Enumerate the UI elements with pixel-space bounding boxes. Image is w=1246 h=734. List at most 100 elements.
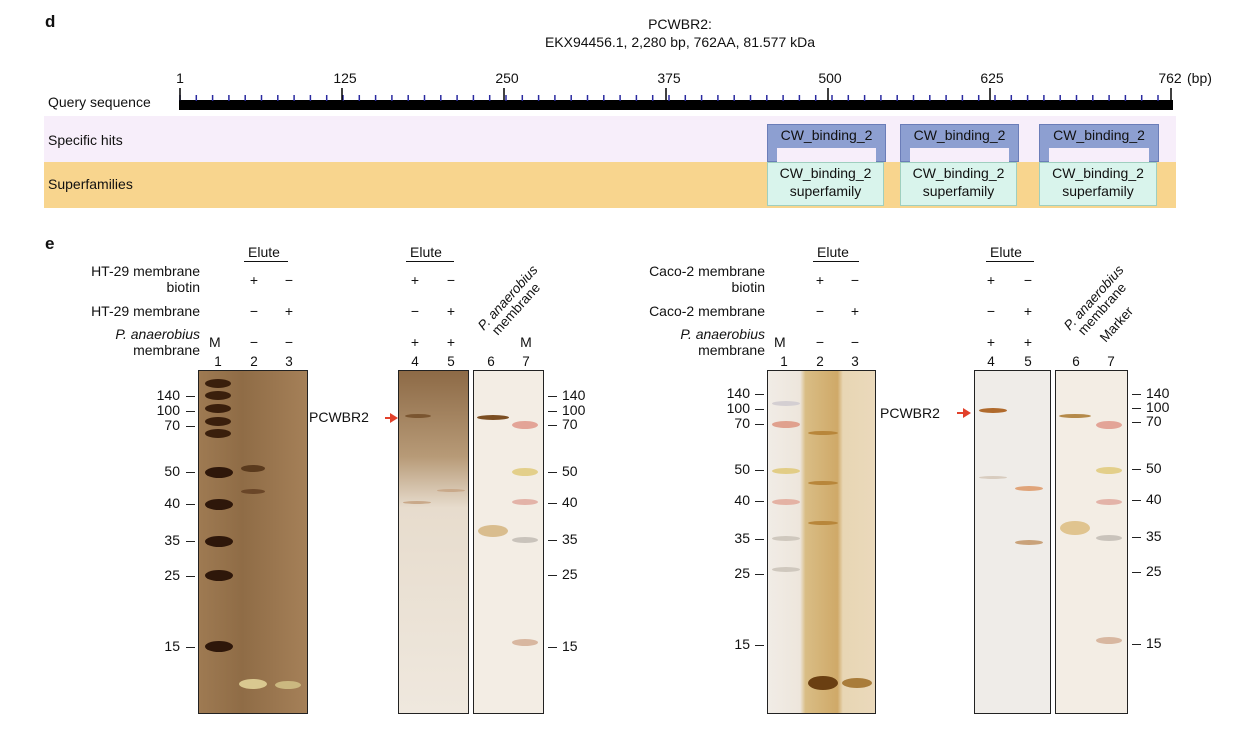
mw-r1-35: 35 bbox=[562, 531, 578, 547]
mw-r2-100: 100 bbox=[1146, 399, 1170, 415]
mw-r1-70: 70 bbox=[562, 416, 578, 432]
sign-r4-r3: + bbox=[986, 334, 996, 350]
sign-l3-r2: + bbox=[284, 303, 294, 319]
mw-l-100: 100 bbox=[156, 402, 180, 418]
pcwbr2-arrow-right bbox=[957, 412, 965, 414]
mw-r2-50: 50 bbox=[1146, 460, 1162, 476]
sign-r4-r1: + bbox=[986, 272, 996, 288]
lane-num-r6: 6 bbox=[1072, 354, 1080, 369]
sign-l2-r3: − bbox=[249, 334, 259, 350]
sign-l2-r2: − bbox=[249, 303, 259, 319]
mw-r1-50: 50 bbox=[562, 463, 578, 479]
ht29-biotin-label-1: HT-29 membrane bbox=[91, 263, 200, 279]
sign-r5-r3: + bbox=[1023, 334, 1033, 350]
mw-r2-140: 140 bbox=[1146, 385, 1170, 401]
sign-r2-r3: − bbox=[815, 334, 825, 350]
pcwbr2-label-right: PCWBR2 bbox=[880, 405, 940, 421]
elute-label-3: Elute bbox=[817, 244, 849, 260]
superfamily-2-line2: superfamily bbox=[922, 183, 995, 199]
ht29-panaerobius-label-2: membrane bbox=[133, 342, 200, 358]
lane-num-l6: 6 bbox=[487, 354, 495, 369]
ruler-label-1: 1 bbox=[176, 70, 184, 86]
superfamily-1-line1: CW_binding_2 bbox=[779, 165, 872, 181]
query-sequence-label: Query sequence bbox=[48, 94, 151, 110]
mw-r2-25: 25 bbox=[1146, 563, 1162, 579]
elute-underline-2 bbox=[406, 261, 454, 262]
superfamily-3: CW_binding_2 superfamily bbox=[1039, 162, 1157, 206]
ruler-ticks bbox=[179, 88, 1172, 101]
sign-l2-r1: + bbox=[249, 272, 259, 288]
mw-r1-15: 15 bbox=[562, 638, 578, 654]
sign-r3-r2: + bbox=[850, 303, 860, 319]
ruler-label-125: 125 bbox=[333, 70, 357, 86]
lane-num-l2: 2 bbox=[250, 354, 258, 369]
gel-caco2-lanes-4-5 bbox=[974, 370, 1051, 714]
pcwbr2-arrow-left bbox=[385, 417, 391, 419]
sign-r2-r1: + bbox=[815, 272, 825, 288]
caco2-biotin-label-2: biotin bbox=[731, 279, 765, 295]
sign-r3-r3: − bbox=[850, 334, 860, 350]
sign-l4-r3: + bbox=[410, 334, 420, 350]
sign-l4-r1: + bbox=[410, 272, 420, 288]
superfamily-3-line2: superfamily bbox=[1062, 183, 1134, 199]
ruler-label-250: 250 bbox=[495, 70, 519, 86]
superfamily-3-line1: CW_binding_2 bbox=[1052, 165, 1144, 181]
mw-l-40: 40 bbox=[164, 495, 180, 511]
mw-l2-35: 35 bbox=[734, 530, 750, 546]
specific-hit-3-label: CW_binding_2 bbox=[1053, 127, 1145, 143]
specific-hit-1: CW_binding_2 bbox=[767, 124, 886, 162]
specific-hit-3: CW_binding_2 bbox=[1039, 124, 1159, 162]
ruler-label-762: 762 bbox=[1158, 70, 1182, 86]
lane-num-l3: 3 bbox=[285, 354, 293, 369]
ht29-panaerobius-label-1: P. anaerobius bbox=[115, 326, 200, 342]
specific-hits-label: Specific hits bbox=[48, 132, 123, 148]
lane-num-l1: 1 bbox=[214, 354, 222, 369]
caco2-biotin-label-1: Caco-2 membrane bbox=[649, 263, 765, 279]
specific-hit-2: CW_binding_2 bbox=[900, 124, 1019, 162]
mw-l2-50: 50 bbox=[734, 461, 750, 477]
gel-ht29-lanes-4-5 bbox=[398, 370, 469, 714]
lane-num-r4: 4 bbox=[987, 354, 995, 369]
mw-l-140: 140 bbox=[156, 387, 180, 403]
mw-r2-15: 15 bbox=[1146, 635, 1162, 651]
mw-r1-25: 25 bbox=[562, 566, 578, 582]
mw-l2-70: 70 bbox=[734, 415, 750, 431]
sign-l3-r1: − bbox=[284, 272, 294, 288]
ht29-m-label: M bbox=[209, 334, 221, 350]
mw-l-70: 70 bbox=[164, 417, 180, 433]
sign-r4-r2: − bbox=[986, 303, 996, 319]
caco2-m-label: M bbox=[774, 334, 786, 350]
mw-l-15: 15 bbox=[164, 638, 180, 654]
sign-l5-r3: + bbox=[446, 334, 456, 350]
panel-letter-e: e bbox=[45, 234, 55, 253]
ht29-membrane-label: HT-29 membrane bbox=[91, 303, 200, 319]
elute-underline-4 bbox=[986, 261, 1034, 262]
mw-r1-40: 40 bbox=[562, 494, 578, 510]
sign-l3-r3: − bbox=[284, 334, 294, 350]
superfamily-2-line1: CW_binding_2 bbox=[912, 165, 1005, 181]
superfamily-2: CW_binding_2 superfamily bbox=[900, 162, 1017, 206]
caco2-membrane-label: Caco-2 membrane bbox=[649, 303, 765, 319]
ruler-label-375: 375 bbox=[657, 70, 681, 86]
specific-hit-1-label: CW_binding_2 bbox=[780, 127, 873, 143]
sign-l4-r2: − bbox=[410, 303, 420, 319]
elute-label-4: Elute bbox=[990, 244, 1022, 260]
mw-r1-100: 100 bbox=[562, 402, 586, 418]
lane-num-l7: 7 bbox=[522, 354, 530, 369]
mw-l-25: 25 bbox=[164, 567, 180, 583]
mw-l2-15: 15 bbox=[734, 636, 750, 652]
lane-num-r2: 2 bbox=[816, 354, 824, 369]
ht29-lane7-m: M bbox=[520, 334, 532, 350]
lane-num-l4: 4 bbox=[411, 354, 419, 369]
lane-num-r7: 7 bbox=[1107, 354, 1115, 369]
sign-r2-r2: − bbox=[815, 303, 825, 319]
ruler-label-500: 500 bbox=[818, 70, 842, 86]
mw-r1-140: 140 bbox=[562, 387, 586, 403]
mw-l-50: 50 bbox=[164, 463, 180, 479]
mw-l2-40: 40 bbox=[734, 492, 750, 508]
superfamily-1-line2: superfamily bbox=[789, 183, 862, 199]
gel-ht29-lanes-1-3 bbox=[198, 370, 308, 714]
superfamily-1: CW_binding_2 superfamily bbox=[767, 162, 884, 206]
mw-l2-140: 140 bbox=[726, 385, 750, 401]
elute-underline-3 bbox=[813, 261, 859, 262]
